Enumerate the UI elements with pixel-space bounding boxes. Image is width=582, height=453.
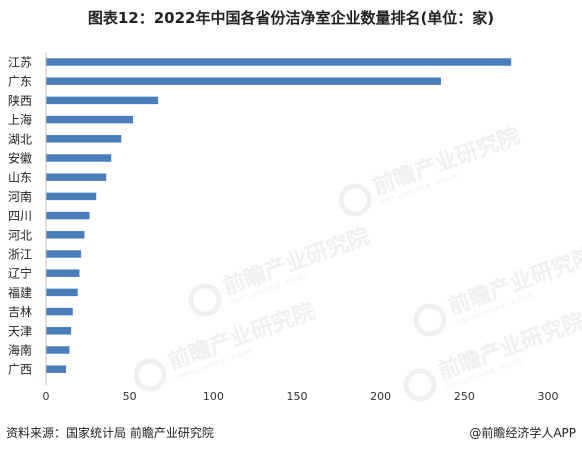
category-label: 安徽 xyxy=(8,151,32,166)
category-label: 上海 xyxy=(8,112,32,127)
bar-13 xyxy=(46,288,78,297)
bar-17 xyxy=(46,365,67,373)
bar-1 xyxy=(46,58,512,66)
bar-5 xyxy=(46,135,122,143)
bar-15 xyxy=(46,327,72,335)
category-label: 吉林 xyxy=(8,305,32,319)
watermark-text: 前瞻产业研究院 xyxy=(220,223,374,300)
bar-6 xyxy=(46,154,112,162)
bar-3 xyxy=(46,96,159,105)
watermark-text: 前瞻产业研究院 xyxy=(445,243,582,320)
bar-16 xyxy=(46,346,70,354)
x-tick-label: 0 xyxy=(43,390,50,403)
category-label: 四川 xyxy=(8,209,32,223)
category-label: 海南 xyxy=(8,343,32,358)
watermark-logo-icon xyxy=(413,303,447,337)
watermark-logo-icon xyxy=(403,368,437,402)
bar-8 xyxy=(46,192,97,201)
watermark-logo-icon xyxy=(338,183,372,217)
x-axis-ticks: 0 50 100 150 200 250 300 xyxy=(43,390,559,403)
category-label: 广东 xyxy=(8,75,32,89)
watermark-logo-icon xyxy=(133,358,167,392)
watermark-text: 前瞻产业研究院 xyxy=(370,123,524,200)
x-tick-label: 300 xyxy=(538,390,559,403)
bar-4 xyxy=(46,115,134,124)
category-label: 广西 xyxy=(8,363,32,377)
bar-10 xyxy=(46,231,85,239)
category-label: 江苏 xyxy=(8,56,32,70)
x-tick-label: 50 xyxy=(123,390,137,403)
category-label: 浙江 xyxy=(8,248,32,262)
category-label: 陕西 xyxy=(8,93,32,108)
bar-9 xyxy=(46,211,90,220)
category-label: 天津 xyxy=(8,324,32,338)
watermark-text: 前瞻产业研究院 xyxy=(165,298,319,375)
x-tick-label: 200 xyxy=(370,390,391,403)
brand-credit: @前瞻经济学人APP xyxy=(469,426,576,440)
category-label: 湖北 xyxy=(8,131,32,146)
bar-2 xyxy=(46,77,441,85)
source-note: 资料来源：国家统计局 前瞻产业研究院 xyxy=(6,426,214,440)
watermark-logo-icon xyxy=(188,283,222,317)
category-label: 福建 xyxy=(8,285,32,300)
bar-14 xyxy=(46,307,73,316)
x-tick-label: 150 xyxy=(287,390,308,403)
bar-11 xyxy=(46,250,82,258)
category-label: 辽宁 xyxy=(8,266,32,281)
bar-12 xyxy=(46,269,80,277)
chart-title: 图表12：2022年中国各省份洁净室企业数量排名(单位：家) xyxy=(87,9,495,27)
category-label: 山东 xyxy=(8,171,32,185)
x-tick-label: 250 xyxy=(454,390,475,403)
bar-7 xyxy=(46,173,107,181)
x-tick-label: 100 xyxy=(203,390,224,403)
category-label: 河北 xyxy=(8,228,32,242)
bars-layer xyxy=(46,58,512,373)
category-label: 河南 xyxy=(8,189,32,204)
